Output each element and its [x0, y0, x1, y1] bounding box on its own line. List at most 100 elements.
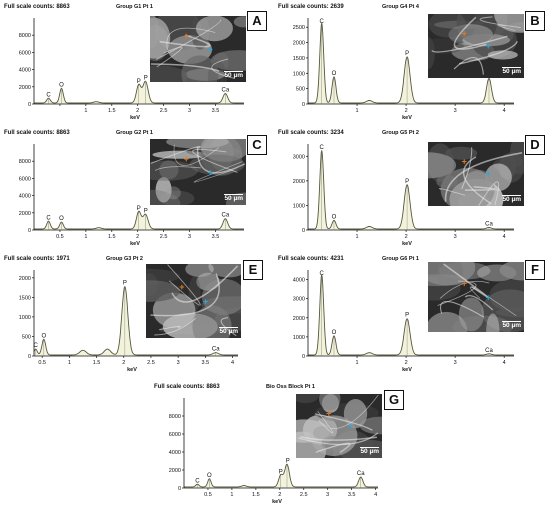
y-tick-label: 1500 [19, 295, 31, 301]
micrograph-texture: ++ [146, 264, 241, 338]
analysis-point-marker: + [348, 421, 353, 431]
sem-image: + +50 µm [146, 264, 241, 338]
scale-bar: 50 µm [502, 321, 521, 329]
y-tick-label: 2000 [19, 211, 31, 217]
x-axis-label: keV [130, 115, 140, 121]
scale-bar: 50 µm [360, 447, 379, 455]
x-axis-label: keV [127, 367, 137, 373]
peak-label: C [33, 343, 38, 349]
x-tick-label: 3.5 [212, 234, 220, 240]
analysis-point-marker: + [462, 279, 467, 289]
spectrum-fill [34, 211, 244, 230]
full-scale-counts: Full scale counts: 8863 [4, 130, 70, 136]
x-tick-label: 2 [136, 108, 139, 114]
spectrum-line [184, 463, 378, 488]
spectrum-line [34, 80, 244, 104]
y-tick-label: 6000 [19, 50, 31, 56]
x-tick-label: 2 [136, 234, 139, 240]
scale-bar: 50 µm [219, 327, 238, 335]
sem-image: + +50 µm [428, 142, 524, 206]
x-tick-label: 2.5 [147, 360, 155, 366]
y-tick-label: 8000 [19, 159, 31, 165]
y-tick-label: 1000 [293, 335, 305, 341]
x-tick-label: 4 [503, 360, 506, 366]
x-tick-label: 4 [503, 234, 506, 240]
spectrum-chart: 0 2000 4000 6000 8000 0.5 1 1.5 2 2.5 3 3.5 4 keV C O PP… [169, 398, 378, 505]
x-tick-label: 4 [374, 492, 377, 498]
peak-label: Ca [212, 347, 220, 353]
x-axis-label: keV [402, 367, 412, 373]
y-tick-label: 4000 [19, 194, 31, 200]
y-tick-label: 0 [302, 102, 305, 108]
panel-G: Full scale counts: 8863 Bio Oss Block Pt… [154, 384, 404, 508]
spectrum-chart: 050010001500200025001234keVCOPCa [293, 18, 514, 121]
spectrum-fill [184, 464, 378, 488]
panel-D: Full scale counts: 3234 Group G5 Pt 2 0 1… [278, 130, 546, 250]
peak-label: Ca [221, 88, 229, 94]
peak-label: O [59, 82, 64, 88]
group-label: Group G3 Pt 2 [106, 256, 143, 262]
x-tick-label: 3.5 [348, 492, 356, 498]
x-tick-label: 2 [405, 234, 408, 240]
x-tick-label: 4 [231, 360, 234, 366]
x-tick-label: 4 [503, 108, 506, 114]
peak-label: Ca [357, 471, 365, 477]
spectrum-chart: 0 1000 2000 3000 1 2 3 4 keV C O P Ca [293, 144, 514, 247]
y-tick-label: 0 [28, 228, 31, 234]
peak-label: P [405, 313, 409, 319]
peak-label: P [279, 469, 283, 475]
x-tick-label: 2 [405, 108, 408, 114]
analysis-point-marker: + [208, 167, 213, 177]
peak-label: C [320, 19, 325, 25]
panel-label: D [525, 135, 545, 155]
scale-bar: 50 µm [224, 194, 243, 202]
y-tick-label: 0 [302, 354, 305, 360]
full-scale-counts: Full scale counts: 2639 [278, 4, 344, 10]
sem-image: + +50 µm [150, 16, 246, 82]
analysis-point-marker: + [486, 41, 491, 51]
full-scale-counts: Full scale counts: 4231 [278, 256, 344, 262]
panel-A: Full scale counts: 8863 Group G1 Pt 1 0 2… [4, 4, 267, 124]
micrograph-texture: ++ [428, 262, 524, 332]
group-label: Group G6 Pt 1 [382, 256, 419, 262]
x-axis-label: keV [272, 499, 282, 505]
x-axis-label: keV [130, 241, 140, 247]
y-tick-label: 4000 [293, 278, 305, 284]
spectrum-chart: 0 1000 2000 3000 4000 1 2 3 4 keV C O P Ca [293, 270, 514, 373]
x-tick-label: 0.5 [204, 492, 212, 498]
spectrum-line [308, 274, 514, 356]
y-tick-label: 1500 [293, 56, 305, 62]
panel-F: Full scale counts: 4231 Group G6 Pt 1 0 1… [278, 256, 546, 376]
x-tick-label: 1.5 [93, 360, 101, 366]
x-axis-label: keV [402, 241, 412, 247]
peak-label: P [123, 281, 127, 287]
peak-label: O [59, 216, 64, 222]
y-tick-label: 1000 [293, 71, 305, 77]
y-tick-label: 2000 [169, 468, 181, 474]
spectrum-chart: 0 2000 4000 6000 8000 0.5 1 1.5 2 2.5 3 3.5 keV C O P P C… [19, 144, 244, 247]
scale-bar: 50 µm [502, 67, 521, 75]
spectrum-line [33, 285, 238, 356]
peak-label: O [41, 333, 46, 339]
peak-label: O [332, 330, 337, 336]
spectrum-fill [34, 81, 244, 104]
group-label: Group G2 Pt 1 [116, 130, 153, 136]
peak-label: O [207, 473, 212, 479]
spectrum-line [308, 23, 514, 104]
y-tick-label: 4000 [19, 68, 31, 74]
x-tick-label: 3 [454, 108, 457, 114]
y-tick-label: 2000 [293, 179, 305, 185]
analysis-point-marker: + [208, 44, 213, 54]
peak-label: P [137, 79, 141, 85]
x-tick-label: 1 [356, 234, 359, 240]
group-label: Group G1 Pt 1 [116, 4, 153, 10]
analysis-point-marker: + [184, 31, 189, 41]
x-tick-label: 1 [68, 360, 71, 366]
x-tick-label: 1.5 [108, 108, 116, 114]
analysis-point-marker: + [462, 28, 467, 38]
y-tick-label: 0 [302, 228, 305, 234]
y-tick-label: 2000 [19, 276, 31, 282]
y-tick-label: 2000 [19, 85, 31, 91]
panel-C: Full scale counts: 8863 Group G2 Pt 1 0 2… [4, 130, 267, 250]
panel-E: Full scale counts: 1971 Group G3 Pt 2 0 5… [4, 256, 266, 376]
